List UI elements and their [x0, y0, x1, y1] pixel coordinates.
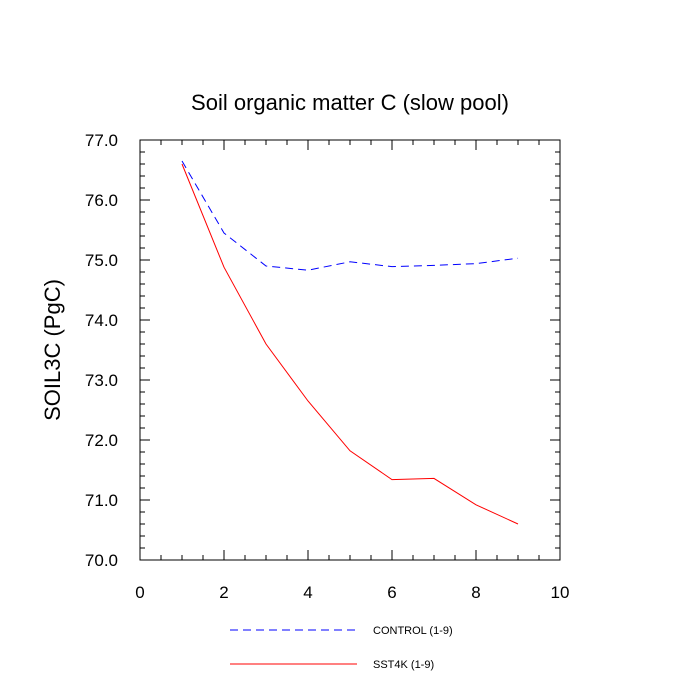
series-line-sst4k — [181, 163, 519, 525]
y-tick-label: 70.0 — [85, 551, 118, 570]
y-tick-label: 74.0 — [85, 311, 118, 330]
series-layer — [181, 160, 519, 525]
x-tick-label: 6 — [387, 583, 396, 602]
plot-frame — [139, 139, 561, 561]
y-tick-label: 77.0 — [85, 131, 118, 150]
y-tick-label: 72.0 — [85, 431, 118, 450]
y-tick-label: 73.0 — [85, 371, 118, 390]
x-tick-label: 2 — [219, 583, 228, 602]
series-line-control — [181, 160, 519, 271]
chart-title: Soil organic matter C (slow pool) — [191, 90, 509, 115]
x-tick-label: 10 — [551, 583, 570, 602]
y-tick-label: 75.0 — [85, 251, 118, 270]
legend-label: SST4K (1-9) — [373, 659, 434, 671]
legend: CONTROL (1-9) SST4K (1-9) — [230, 625, 453, 671]
legend-label: CONTROL (1-9) — [373, 625, 453, 637]
y-tick-label: 71.0 — [85, 491, 118, 510]
x-tick-label: 8 — [471, 583, 480, 602]
x-tick-label: 0 — [135, 583, 144, 602]
x-tick-label: 4 — [303, 583, 312, 602]
axis-ticks: 0 2 4 6 8 10 70.0 71.0 72.0 73.0 74.0 75.0 76.0 77.0 — [85, 131, 570, 602]
y-axis-label: SOIL3C (PgC) — [40, 279, 65, 421]
y-tick-label: 76.0 — [85, 191, 118, 210]
